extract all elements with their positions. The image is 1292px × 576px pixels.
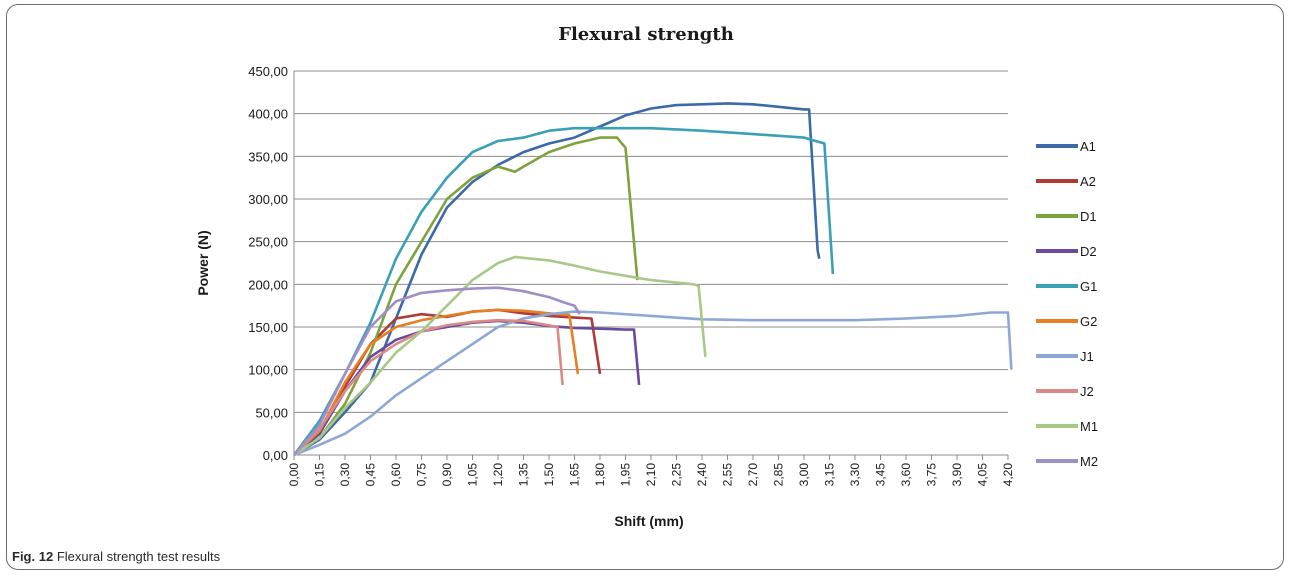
legend-label-d2: D2: [1080, 244, 1097, 259]
x-tick-label: 2,10: [644, 463, 658, 487]
x-tick-label: 0,90: [440, 463, 454, 487]
x-tick-label: 3,00: [797, 463, 811, 487]
x-tick-label: 3,45: [874, 463, 888, 487]
x-axis-label: Shift (mm): [614, 513, 683, 529]
x-tick-label: 1,20: [491, 463, 505, 487]
y-tick-label: 450,00: [248, 64, 288, 79]
series-line-j1: [293, 310, 1013, 457]
y-tick-label: 0,00: [263, 448, 288, 463]
legend-label-m2: M2: [1080, 454, 1098, 469]
legend-label-g1: G1: [1080, 279, 1097, 294]
legend-label-a2: A2: [1080, 174, 1096, 189]
x-tick-label: 1,65: [568, 463, 582, 487]
x-tick-label: 4,20: [1001, 463, 1015, 487]
x-tick-label: 2,40: [695, 463, 709, 487]
series-line-g2: [293, 308, 580, 456]
y-tick-labels: 0,00 50,00 100,00 150,00 200,00 250,00 300,00 3…: [248, 64, 288, 463]
series-line-m2: [293, 286, 581, 456]
x-tick-label: 0,30: [338, 463, 352, 487]
x-tick-labels: 0,00 0,15 0,30 0,45 0,60 0,75 0,90 1,05 1,20 1,35…: [287, 463, 1015, 487]
x-tick-label: 0,00: [287, 463, 301, 487]
y-tick-label: 200,00: [248, 277, 288, 292]
x-tick-label: 2,85: [772, 463, 786, 487]
series-line-j2: [293, 318, 564, 456]
x-tick-label: 1,35: [517, 463, 531, 487]
legend-label-j2: J2: [1080, 384, 1094, 399]
x-tick-label: 2,25: [670, 463, 684, 487]
x-tick-label: 2,55: [721, 463, 735, 487]
x-tick-label: 3,75: [925, 463, 939, 487]
series-line-m1: [293, 255, 707, 457]
series-line-d2: [293, 319, 641, 456]
x-tick-label: 0,15: [313, 463, 327, 487]
caption-text: Flexural strength test results: [56, 549, 221, 564]
y-tick-label: 50,00: [255, 405, 288, 420]
y-axis-label: Power (N): [195, 230, 211, 295]
y-tick-label: 400,00: [248, 107, 288, 122]
x-tick-label: 3,60: [899, 463, 913, 487]
legend-label-j1: J1: [1080, 349, 1094, 364]
legend-label-g2: G2: [1080, 314, 1097, 329]
x-tick-label: 0,60: [389, 463, 403, 487]
legend-label-d1: D1: [1080, 209, 1097, 224]
x-tick-label: 1,05: [466, 463, 480, 487]
x-tick-label: 1,50: [542, 463, 556, 487]
chart-title: Flexural strength: [558, 24, 734, 45]
y-tick-label: 350,00: [248, 149, 288, 164]
x-tick-label: 0,45: [364, 463, 378, 487]
legend-label-m1: M1: [1080, 419, 1098, 434]
legend: A1 A2 D1 D2 G1 G2 J1 J2 M1 M2: [1036, 139, 1098, 469]
x-tick-label: 4,05: [976, 463, 990, 487]
legend-label-a1: A1: [1080, 139, 1096, 154]
x-tick-label: 3,30: [848, 463, 862, 487]
x-tick-label: 0,75: [415, 463, 429, 487]
y-tick-label: 150,00: [248, 320, 288, 335]
series-lines: [292, 102, 1013, 457]
caption-label: Fig. 12: [12, 549, 54, 564]
x-tick-label: 3,90: [950, 463, 964, 487]
series-line-g1: [292, 126, 835, 456]
x-tick-label: 1,95: [619, 463, 633, 487]
gridlines: [293, 70, 1009, 460]
x-tick-label: 2,70: [746, 463, 760, 487]
x-tick-label: 3,15: [823, 463, 837, 487]
figure-caption: Fig. 12 Flexural strength test results: [12, 549, 220, 564]
x-tick-label: 1,80: [593, 463, 607, 487]
y-tick-label: 250,00: [248, 235, 288, 250]
y-tick-label: 300,00: [248, 192, 288, 207]
y-tick-label: 100,00: [248, 363, 288, 378]
